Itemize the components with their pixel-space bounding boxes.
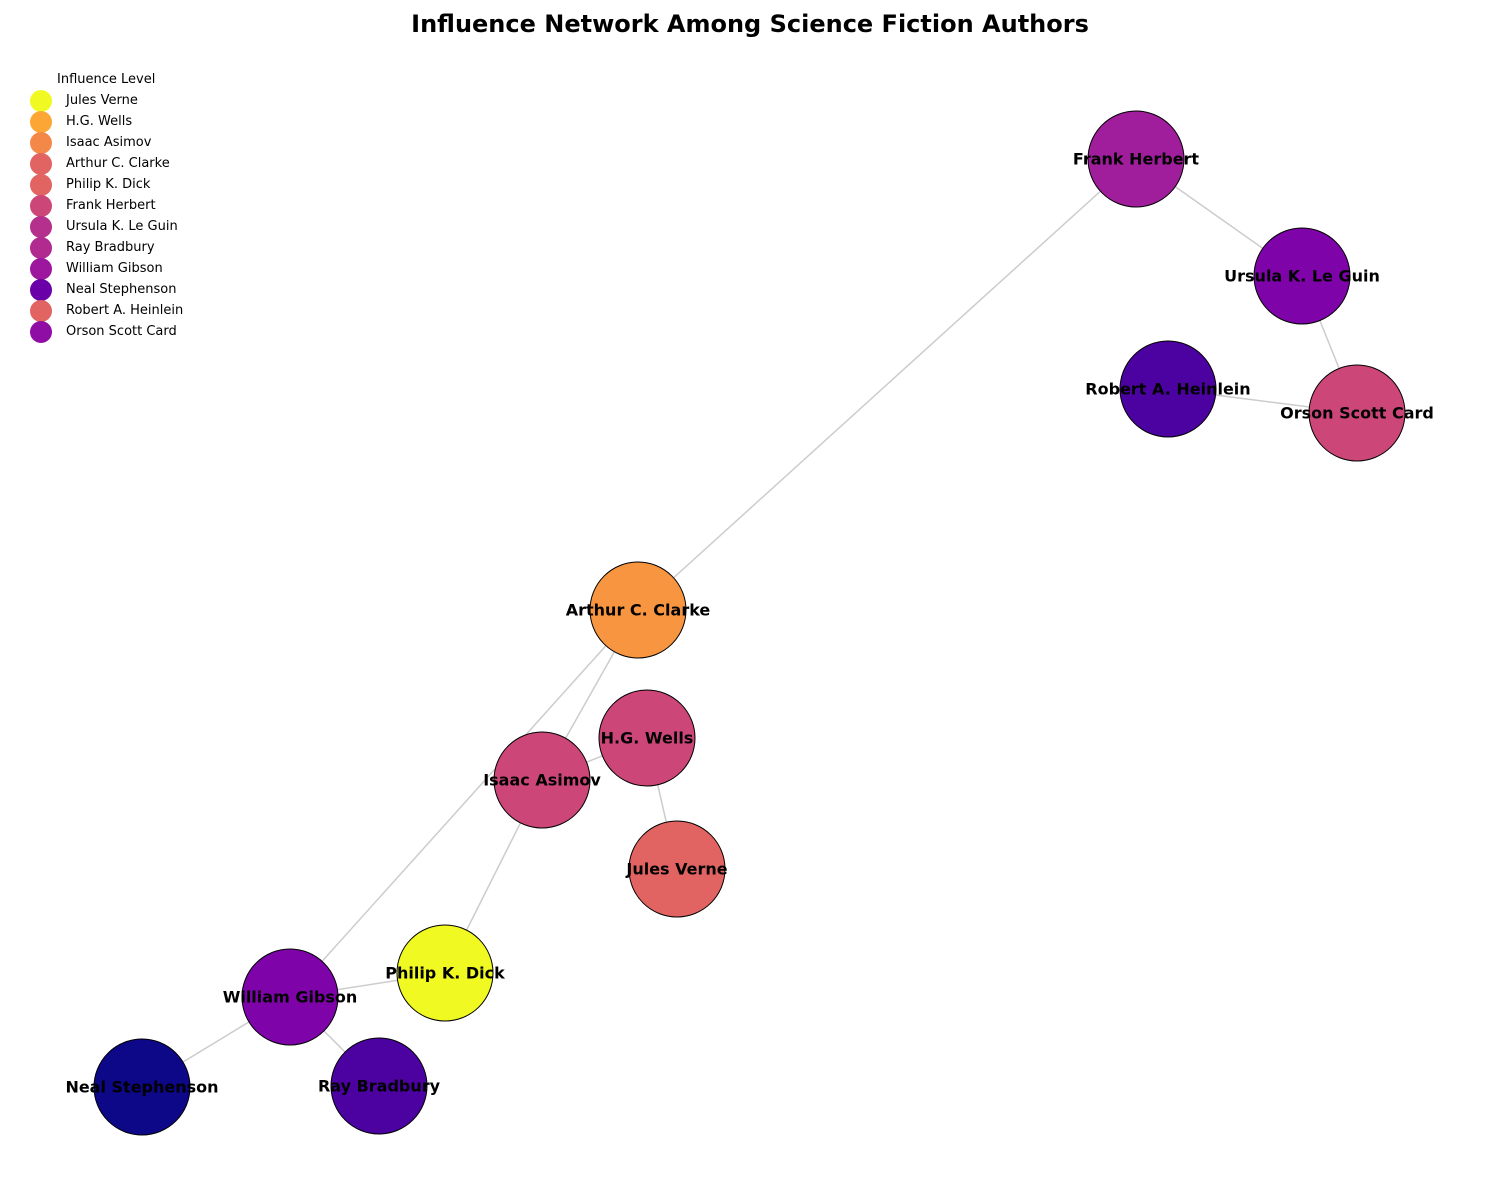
legend-item-ursula-k-le-guin: Ursula K. Le Guin: [30, 215, 183, 238]
legend-item-neal-stephenson: Neal Stephenson: [30, 278, 183, 301]
node-label: Arthur C. Clarke: [566, 601, 711, 620]
legend-item-hg-wells: H.G. Wells: [30, 110, 183, 133]
legend-label: Jules Verne: [66, 93, 138, 108]
node-label: Ray Bradbury: [318, 1077, 441, 1096]
legend-label: Ursula K. Le Guin: [66, 219, 178, 234]
legend-label: H.G. Wells: [66, 114, 133, 129]
legend-item-frank-herbert: Frank Herbert: [30, 194, 183, 217]
legend-item-jules-verne: Jules Verne: [30, 89, 183, 112]
node-circle: [1087, 110, 1185, 208]
edge-frank-clarke: [637, 158, 1137, 611]
legend-label: Robert A. Heinlein: [66, 303, 184, 318]
node-circle: [589, 561, 687, 659]
node-label: Frank Herbert: [1073, 150, 1200, 169]
node-gibson: William Gibson: [223, 948, 358, 1046]
node-label: Philip K. Dick: [385, 964, 505, 983]
legend-swatch: [30, 110, 52, 133]
node-label: Robert A. Heinlein: [1085, 380, 1250, 399]
node-label: Orson Scott Card: [1280, 404, 1434, 423]
legend-swatch: [30, 236, 52, 259]
legend-item-orson-scott-card: Orson Scott Card: [30, 320, 183, 343]
node-circle: [396, 924, 494, 1022]
node-clarke: Arthur C. Clarke: [566, 561, 711, 659]
node-dick: Philip K. Dick: [385, 924, 505, 1022]
legend-item-philip-k-dick: Philip K. Dick: [30, 173, 183, 196]
node-label: H.G. Wells: [601, 729, 694, 748]
legend-item-william-gibson: William Gibson: [30, 257, 183, 280]
legend-swatch: [30, 152, 52, 175]
node-bradbury: Ray Bradbury: [318, 1037, 441, 1135]
legend-label: Philip K. Dick: [66, 177, 151, 192]
edges-layer: [141, 158, 1358, 1088]
legend-item-arthur-c-clarke: Arthur C. Clarke: [30, 152, 183, 175]
legend-label: Orson Scott Card: [66, 324, 177, 339]
legend-swatch: [30, 320, 52, 343]
legend-title: Influence Level: [57, 72, 156, 87]
legend-item-isaac-asimov: Isaac Asimov: [30, 131, 183, 154]
node-circle: [1253, 227, 1351, 325]
node-label: Neal Stephenson: [65, 1078, 218, 1097]
legend-label: William Gibson: [66, 261, 163, 276]
legend-label: Neal Stephenson: [66, 282, 177, 297]
legend-label: Isaac Asimov: [66, 135, 152, 150]
node-verne: Jules Verne: [625, 820, 728, 918]
legend: Influence Level Jules Verne H.G. Wells I…: [30, 70, 184, 343]
legend-label: Arthur C. Clarke: [66, 156, 170, 171]
node-label: Jules Verne: [625, 860, 727, 879]
legend-label: Frank Herbert: [66, 198, 156, 213]
legend-swatch: [30, 173, 52, 196]
node-circle: [1308, 364, 1406, 462]
node-card: Orson Scott Card: [1280, 364, 1434, 462]
node-circle: [93, 1038, 191, 1136]
legend-swatch: [30, 89, 52, 112]
node-label: Isaac Asimov: [483, 771, 601, 790]
edge-clarke-gibson: [289, 609, 639, 998]
legend-swatch: [30, 299, 52, 322]
node-heinlein: Robert A. Heinlein: [1085, 340, 1251, 438]
legend-swatch: [30, 131, 52, 154]
node-circle: [493, 731, 591, 829]
legend-item-ray-bradbury: Ray Bradbury: [30, 236, 183, 259]
node-ursula: Ursula K. Le Guin: [1224, 227, 1380, 325]
node-label: Ursula K. Le Guin: [1224, 267, 1380, 286]
legend-item-robert-a-heinlein: Robert A. Heinlein: [30, 299, 184, 322]
node-label: William Gibson: [223, 988, 358, 1007]
node-frank: Frank Herbert: [1073, 110, 1200, 208]
node-circle: [598, 689, 696, 787]
page-title: Influence Network Among Science Fiction …: [411, 10, 1089, 38]
node-circle: [628, 820, 726, 918]
node-circle: [1119, 340, 1217, 438]
legend-swatch: [30, 194, 52, 217]
legend-swatch: [30, 215, 52, 238]
nodes-layer: Frank Herbert Ursula K. Le Guin Robert A. …: [65, 110, 1434, 1136]
legend-swatch: [30, 278, 52, 301]
node-circle: [330, 1037, 428, 1135]
legend-label: Ray Bradbury: [66, 240, 155, 255]
node-stephenson: Neal Stephenson: [65, 1038, 219, 1136]
legend-swatch: [30, 257, 52, 280]
node-wells: H.G. Wells: [598, 689, 696, 787]
node-asimov: Isaac Asimov: [483, 731, 601, 829]
node-circle: [241, 948, 339, 1046]
